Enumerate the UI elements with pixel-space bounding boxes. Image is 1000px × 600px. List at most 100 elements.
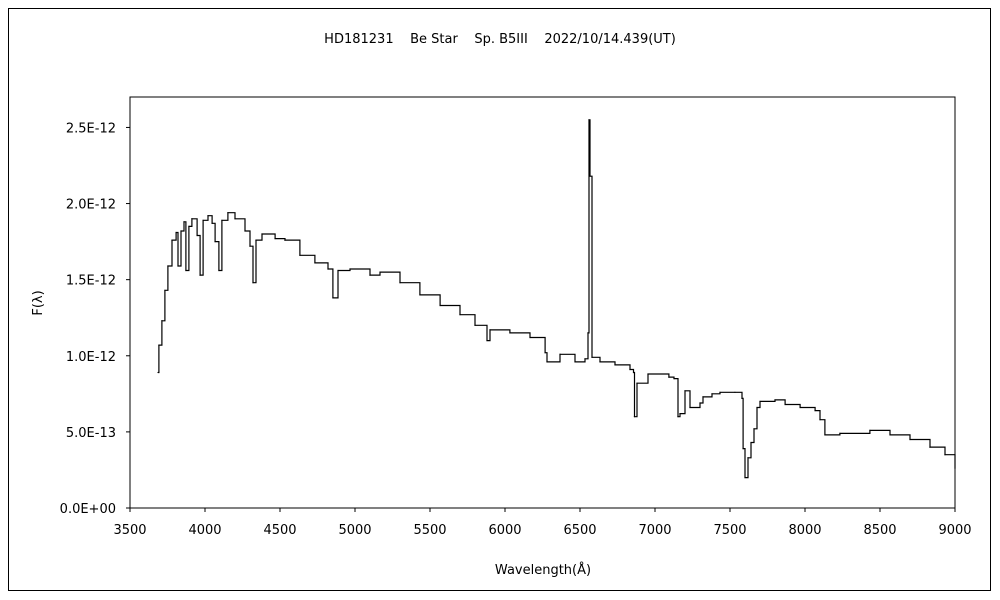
x-tick-label: 4000 xyxy=(188,523,221,538)
data-point xyxy=(784,403,786,406)
data-point xyxy=(574,361,576,363)
x-tick-label: 9000 xyxy=(938,523,971,538)
data-point xyxy=(207,215,209,217)
data-point xyxy=(647,373,649,375)
data-point xyxy=(587,332,589,334)
data-point xyxy=(711,393,713,395)
data-point xyxy=(379,271,381,273)
data-point xyxy=(261,233,263,235)
data-point xyxy=(188,225,190,227)
data-point xyxy=(599,361,601,363)
x-tick-label: 4500 xyxy=(263,523,296,538)
y-tick-label: 1.5E-12 xyxy=(66,274,116,289)
data-point xyxy=(314,262,316,264)
data-point xyxy=(439,304,441,307)
data-point xyxy=(747,457,749,459)
data-point xyxy=(668,376,670,378)
data-point xyxy=(759,400,761,403)
x-tick-label: 7500 xyxy=(713,523,746,538)
data-point xyxy=(221,219,223,221)
data-point xyxy=(337,269,339,272)
data-point xyxy=(252,282,254,284)
data-point xyxy=(489,329,491,331)
data-point xyxy=(175,231,177,234)
y-axis: 0.0E+00 5.0E-13 1.0E-12 1.5E-12 2.0E-12 2.5E-… xyxy=(60,121,130,517)
data-point xyxy=(589,175,591,177)
data-point xyxy=(158,344,160,346)
data-point xyxy=(677,416,679,418)
x-tick-label: 5500 xyxy=(413,523,446,538)
plot-area xyxy=(129,96,956,509)
data-point xyxy=(588,119,590,121)
x-axis: 3500 4000 4500 5000 5500 6000 6500 7000 7500 8000… xyxy=(113,508,972,538)
y-axis-label: F(λ) xyxy=(31,290,46,315)
x-tick-label: 5000 xyxy=(338,523,371,538)
data-point xyxy=(839,432,841,435)
y-tick-label: 1.0E-12 xyxy=(66,350,116,365)
data-point xyxy=(419,294,421,296)
data-point xyxy=(744,476,746,479)
data-point xyxy=(719,391,721,393)
data-point xyxy=(629,368,631,371)
data-point xyxy=(299,254,301,256)
data-point xyxy=(369,274,371,276)
data-point xyxy=(814,409,816,412)
data-point xyxy=(633,416,636,418)
x-tick-label: 6500 xyxy=(563,523,596,538)
data-point xyxy=(164,289,166,291)
data-point xyxy=(214,241,216,243)
data-point xyxy=(167,265,169,267)
data-point xyxy=(632,371,635,374)
data-point xyxy=(799,406,801,409)
chart-frame xyxy=(8,8,991,591)
data-point xyxy=(509,332,511,334)
data-point xyxy=(869,429,871,431)
data-point xyxy=(699,402,701,404)
data-point xyxy=(255,239,257,241)
data-point xyxy=(399,282,401,284)
data-point xyxy=(734,391,736,393)
data-point xyxy=(474,324,476,326)
x-tick-label: 6000 xyxy=(488,523,521,538)
data-point xyxy=(544,352,546,354)
data-point xyxy=(177,265,179,267)
y-tick-label: 2.0E-12 xyxy=(66,198,116,213)
x-axis-label: Wavelength(Å) xyxy=(495,562,591,578)
data-point xyxy=(954,467,956,470)
data-point xyxy=(327,268,329,270)
data-point xyxy=(244,230,246,232)
data-point xyxy=(673,378,675,380)
x-tick-label: 3500 xyxy=(113,523,146,538)
data-point xyxy=(202,219,204,221)
x-tick-label: 8500 xyxy=(863,523,896,538)
data-point xyxy=(702,396,704,398)
data-point xyxy=(679,413,681,415)
data-point xyxy=(274,237,276,240)
data-point xyxy=(559,353,561,355)
data-point xyxy=(227,212,229,214)
data-point xyxy=(211,222,213,224)
data-point xyxy=(909,438,911,441)
data-point xyxy=(161,320,163,322)
data-point xyxy=(584,358,586,360)
data-point xyxy=(944,454,946,456)
data-point xyxy=(183,221,185,223)
data-point xyxy=(529,336,531,339)
data-point xyxy=(332,297,334,299)
data-point xyxy=(234,218,236,220)
data-point xyxy=(249,245,251,247)
data-point xyxy=(819,419,821,421)
data-point xyxy=(753,428,755,430)
x-tick-label: 7000 xyxy=(638,523,671,538)
chart-title: HD181231 Be Star Sp. B5III 2022/10/14.43… xyxy=(324,32,676,47)
y-tick-label: 0.0E+00 xyxy=(60,502,116,517)
data-point xyxy=(191,218,193,220)
data-point xyxy=(486,339,488,342)
data-point xyxy=(741,397,743,399)
data-point xyxy=(689,406,691,409)
data-point xyxy=(349,268,351,270)
data-point xyxy=(157,371,159,374)
data-point xyxy=(591,356,593,358)
data-point xyxy=(684,390,686,392)
